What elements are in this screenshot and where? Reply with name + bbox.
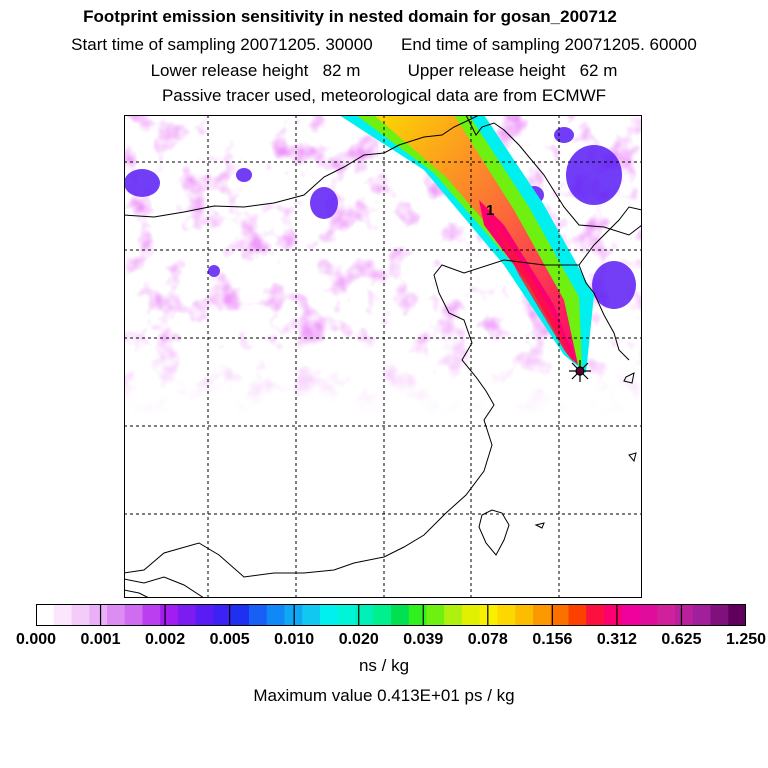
colorbar-tick-label: 0.078 <box>467 631 508 648</box>
colorbar-segment <box>89 604 108 626</box>
plot-title: Footprint emission sensitivity in nested… <box>83 7 617 26</box>
colorbar-segment <box>426 604 445 626</box>
colorbar-segment <box>604 604 623 626</box>
colorbar-segment <box>302 604 321 626</box>
colorbar-segment <box>266 604 285 626</box>
colorbar-segment <box>657 604 676 626</box>
colorbar-tick-label: 0.000 <box>15 631 57 648</box>
colorbar-tick-label: 0.312 <box>596 631 637 648</box>
colorbar-segment <box>621 604 640 626</box>
colorbar-tick-label: 0.010 <box>274 631 315 648</box>
sampling-times: Start time of sampling 20071205. 30000 E… <box>0 35 768 55</box>
colorbar-segment <box>124 604 143 626</box>
colorbar-segment <box>36 604 55 626</box>
colorbar-segment <box>355 604 374 626</box>
colorbar-tick-label: 0.020 <box>338 631 379 648</box>
colorbar-segment <box>107 604 126 626</box>
maximum-value: Maximum value 0.413E+01 ps / kg <box>253 686 515 705</box>
colorbar-segment <box>568 604 587 626</box>
lower-release: Lower release height 82 m <box>150 61 361 80</box>
release-marker-label: 1 <box>486 202 494 219</box>
colorbar-segment <box>550 604 569 626</box>
tracer-note: Passive tracer used, meteorological data… <box>161 86 607 105</box>
colorbar-tick-label: 0.005 <box>209 631 250 648</box>
colorbar-segment <box>337 604 356 626</box>
colorbar-tick-label: 1.250 <box>725 631 767 648</box>
release-heights: Lower release height 82 m Upper release … <box>0 61 768 81</box>
footprint-field <box>124 115 642 598</box>
colorbar <box>36 604 746 626</box>
colorbar-segment <box>178 604 197 626</box>
colorbar-segment <box>675 604 694 626</box>
colorbar-segment <box>515 604 534 626</box>
colorbar-segment <box>497 604 516 626</box>
footprint-map: 1 <box>124 115 642 598</box>
colorbar-segment <box>53 604 72 626</box>
colorbar-segment <box>639 604 658 626</box>
colorbar-tick-label: 0.002 <box>145 631 186 648</box>
colorbar-segment <box>408 604 427 626</box>
colorbar-units: ns / kg <box>358 656 410 675</box>
colorbar-segment <box>231 604 250 626</box>
plume <box>339 115 594 373</box>
colorbar-segment <box>533 604 552 626</box>
colorbar-tick-label: 0.156 <box>532 631 573 648</box>
colorbar-frame <box>36 604 746 626</box>
colorbar-segment <box>586 604 605 626</box>
colorbar-tick-label: 0.625 <box>661 631 702 648</box>
colorbar-segment <box>195 604 214 626</box>
lat-lon-grid <box>124 115 642 598</box>
start-sampling: Start time of sampling 20071205. 30000 <box>71 35 373 54</box>
colorbar-segment <box>479 604 498 626</box>
end-sampling: End time of sampling 20071205. 60000 <box>401 35 697 54</box>
upper-release: Upper release height 62 m <box>407 61 618 80</box>
colorbar-segment <box>710 604 729 626</box>
colorbar-segment <box>373 604 392 626</box>
colorbar-segment <box>462 604 481 626</box>
colorbar-segment <box>160 604 179 626</box>
colorbar-segment <box>692 604 711 626</box>
map-frame <box>124 115 642 598</box>
colorbar-segment <box>249 604 268 626</box>
colorbar-segment <box>320 604 339 626</box>
colorbar-segment <box>142 604 161 626</box>
colorbar-tick-label: 0.039 <box>403 631 444 648</box>
colorbar-segment <box>444 604 463 626</box>
coastlines <box>124 115 642 598</box>
colorbar-tick-label: 0.001 <box>80 631 121 648</box>
receptor-marker-icon <box>569 360 591 382</box>
colorbar-segment <box>71 604 90 626</box>
colorbar-segment <box>391 604 410 626</box>
colorbar-segment <box>728 604 746 626</box>
colorbar-segment <box>213 604 232 626</box>
